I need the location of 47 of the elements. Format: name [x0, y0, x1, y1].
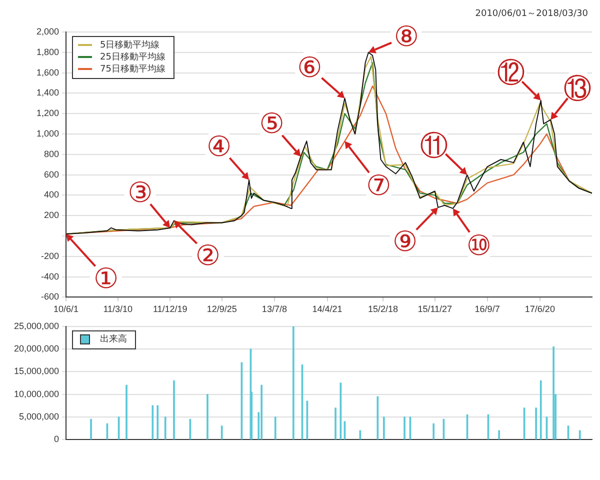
annotation: ④	[203, 130, 236, 163]
x-tick-label: 13/7/8	[262, 304, 287, 314]
x-tick-label: 15/2/18	[368, 304, 398, 314]
annotation: ⑬	[562, 70, 594, 105]
y-tick-label: 800	[44, 148, 59, 159]
y-tick-label: 2,000	[36, 26, 59, 36]
annotation: ⑩	[462, 229, 495, 262]
y-tick-label: 5,000,000	[18, 411, 59, 422]
x-tick-label: 16/9/7	[474, 304, 500, 314]
annotation: ⑧	[390, 20, 422, 54]
annotation: ①	[90, 262, 122, 295]
x-tick-label: 11/12/19	[152, 304, 188, 314]
x-tick-label: 12/9/25	[206, 304, 237, 314]
annotation: ⑦	[362, 169, 395, 202]
legend-label: 出来高	[100, 334, 127, 345]
x-tick-label: 10/6/1	[53, 304, 79, 314]
y-tick-label: 1,000	[36, 128, 59, 138]
y-tick-label: -200	[40, 250, 59, 261]
x-tick-label: 11/3/10	[103, 304, 133, 314]
annotation: ②	[192, 238, 224, 272]
y-tick-label: 1,600	[36, 67, 59, 78]
annotation: ⑫	[494, 54, 527, 90]
y-tick-label: 15,000,000	[14, 366, 59, 376]
x-tick-label: 17/6/20	[524, 304, 555, 314]
y-tick-label: 20,000,000	[14, 344, 59, 354]
y-tick-label: 10,000,000	[14, 388, 59, 399]
y-tick-label: 1,800	[36, 46, 59, 57]
y-tick-label: -600	[40, 292, 59, 302]
y-tick-label: 600	[44, 169, 59, 180]
annotation: ⑨	[389, 225, 421, 258]
y-tick-label: 1,400	[36, 88, 59, 98]
y-tick-label: 1,200	[36, 108, 59, 118]
annotation: ③	[124, 176, 156, 209]
chart-subtitle: 2010/06/01～2018/03/30	[474, 8, 589, 20]
legend-label: 25日移動平均線	[100, 51, 166, 62]
annotation: ⑤	[256, 107, 288, 140]
y-tick-label: 0	[54, 434, 59, 444]
annotation: ⑥	[294, 51, 326, 84]
y-tick-label: 25,000,000	[14, 320, 59, 331]
y-tick-label: 200	[44, 210, 59, 220]
x-tick-label: 15/11/27	[418, 304, 452, 314]
annotation: ⑪	[418, 126, 450, 162]
x-tick-label: 14/4/21	[312, 304, 342, 314]
legend-label: 5日移動平均線	[100, 39, 160, 50]
legend-label: 75日移動平均線	[100, 63, 166, 74]
y-tick-label: 400	[44, 190, 59, 200]
y-tick-label: -400	[40, 271, 59, 282]
